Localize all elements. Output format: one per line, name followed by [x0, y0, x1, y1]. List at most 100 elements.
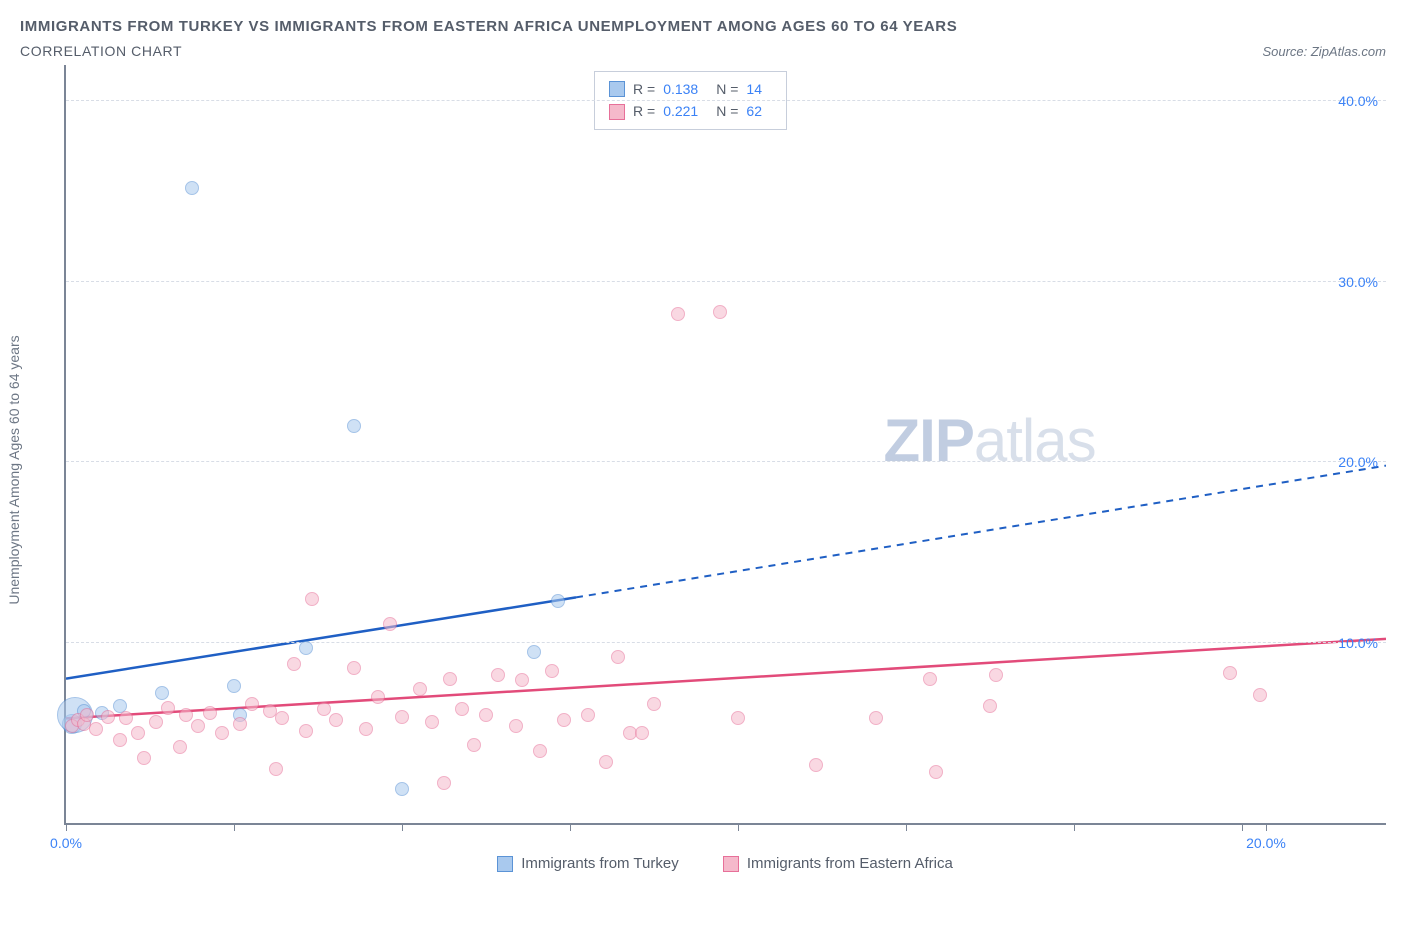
data-point-eastern_africa — [611, 650, 625, 664]
source-attribution: Source: ZipAtlas.com — [1262, 44, 1386, 59]
data-point-eastern_africa — [329, 713, 343, 727]
trendline-dashed-turkey — [576, 466, 1386, 598]
data-point-eastern_africa — [101, 710, 115, 724]
data-point-eastern_africa — [161, 701, 175, 715]
x-tick — [570, 823, 571, 831]
data-point-eastern_africa — [299, 724, 313, 738]
gridline — [66, 281, 1386, 282]
data-point-eastern_africa — [269, 762, 283, 776]
swatch-eastern-africa — [609, 104, 625, 120]
data-point-turkey — [299, 641, 313, 655]
n-value-eastern-africa: 62 — [746, 100, 762, 122]
data-point-eastern_africa — [137, 751, 151, 765]
data-point-eastern_africa — [869, 711, 883, 725]
data-point-eastern_africa — [425, 715, 439, 729]
legend-label-eastern-africa: Immigrants from Eastern Africa — [747, 855, 953, 872]
data-point-eastern_africa — [989, 668, 1003, 682]
watermark-rest: atlas — [974, 407, 1096, 474]
y-axis-label: Unemployment Among Ages 60 to 64 years — [6, 336, 22, 605]
n-label: N = — [716, 78, 738, 100]
data-point-eastern_africa — [233, 717, 247, 731]
data-point-eastern_africa — [131, 726, 145, 740]
data-point-eastern_africa — [647, 697, 661, 711]
data-point-eastern_africa — [557, 713, 571, 727]
data-point-eastern_africa — [317, 702, 331, 716]
source-link[interactable]: ZipAtlas.com — [1311, 44, 1386, 59]
data-point-eastern_africa — [713, 305, 727, 319]
data-point-eastern_africa — [929, 765, 943, 779]
chart-title: IMMIGRANTS FROM TURKEY VS IMMIGRANTS FRO… — [20, 18, 1386, 35]
data-point-eastern_africa — [80, 708, 94, 722]
data-point-eastern_africa — [395, 710, 409, 724]
x-tick — [234, 823, 235, 831]
chart-subtitle: CORRELATION CHART — [20, 43, 182, 59]
data-point-eastern_africa — [89, 722, 103, 736]
data-point-eastern_africa — [443, 672, 457, 686]
data-point-turkey — [227, 679, 241, 693]
watermark: ZIPatlas — [884, 406, 1096, 475]
data-point-eastern_africa — [359, 722, 373, 736]
x-tick — [1074, 823, 1075, 831]
x-tick — [1266, 823, 1267, 831]
data-point-eastern_africa — [305, 592, 319, 606]
data-point-eastern_africa — [635, 726, 649, 740]
plot-area: R = 0.138 N = 14 R = 0.221 N = 62 ZIPatl… — [64, 65, 1386, 825]
data-point-eastern_africa — [413, 682, 427, 696]
data-point-eastern_africa — [599, 755, 613, 769]
data-point-turkey — [347, 419, 361, 433]
y-tick-label: 10.0% — [1338, 635, 1378, 651]
data-point-eastern_africa — [437, 776, 451, 790]
r-value-turkey: 0.138 — [663, 78, 698, 100]
legend: Immigrants from Turkey Immigrants from E… — [64, 855, 1386, 876]
data-point-eastern_africa — [467, 738, 481, 752]
gridline — [66, 642, 1386, 643]
data-point-eastern_africa — [455, 702, 469, 716]
data-point-eastern_africa — [509, 719, 523, 733]
y-tick-label: 20.0% — [1338, 454, 1378, 470]
data-point-eastern_africa — [383, 617, 397, 631]
data-point-eastern_africa — [479, 708, 493, 722]
x-tick-label: 0.0% — [50, 835, 82, 851]
data-point-eastern_africa — [191, 719, 205, 733]
r-label: R = — [633, 100, 655, 122]
data-point-turkey — [395, 782, 409, 796]
legend-swatch-eastern-africa — [723, 856, 739, 872]
x-tick — [906, 823, 907, 831]
data-point-turkey — [551, 594, 565, 608]
data-point-turkey — [185, 181, 199, 195]
x-tick — [402, 823, 403, 831]
x-tick — [1242, 823, 1243, 831]
data-point-eastern_africa — [983, 699, 997, 713]
data-point-turkey — [527, 645, 541, 659]
data-point-eastern_africa — [809, 758, 823, 772]
data-point-eastern_africa — [149, 715, 163, 729]
data-point-eastern_africa — [1223, 666, 1237, 680]
data-point-eastern_africa — [1253, 688, 1267, 702]
data-point-eastern_africa — [347, 661, 361, 675]
data-point-eastern_africa — [545, 664, 559, 678]
n-value-turkey: 14 — [746, 78, 762, 100]
data-point-eastern_africa — [245, 697, 259, 711]
chart-container: Unemployment Among Ages 60 to 64 years R… — [20, 65, 1386, 876]
gridline — [66, 100, 1386, 101]
data-point-eastern_africa — [671, 307, 685, 321]
legend-label-turkey: Immigrants from Turkey — [521, 855, 679, 872]
x-tick — [738, 823, 739, 831]
y-tick-label: 40.0% — [1338, 93, 1378, 109]
data-point-turkey — [155, 686, 169, 700]
stats-row-eastern-africa: R = 0.221 N = 62 — [609, 100, 772, 122]
x-tick-label: 20.0% — [1246, 835, 1286, 851]
source-prefix: Source: — [1262, 44, 1310, 59]
chart-header: IMMIGRANTS FROM TURKEY VS IMMIGRANTS FRO… — [20, 18, 1386, 59]
data-point-eastern_africa — [287, 657, 301, 671]
data-point-eastern_africa — [371, 690, 385, 704]
data-point-eastern_africa — [203, 706, 217, 720]
data-point-eastern_africa — [581, 708, 595, 722]
legend-item-turkey: Immigrants from Turkey — [497, 855, 679, 872]
data-point-eastern_africa — [275, 711, 289, 725]
data-point-eastern_africa — [173, 740, 187, 754]
x-tick — [66, 823, 67, 831]
legend-item-eastern-africa: Immigrants from Eastern Africa — [723, 855, 953, 872]
watermark-bold: ZIP — [884, 407, 974, 474]
r-value-eastern-africa: 0.221 — [663, 100, 698, 122]
